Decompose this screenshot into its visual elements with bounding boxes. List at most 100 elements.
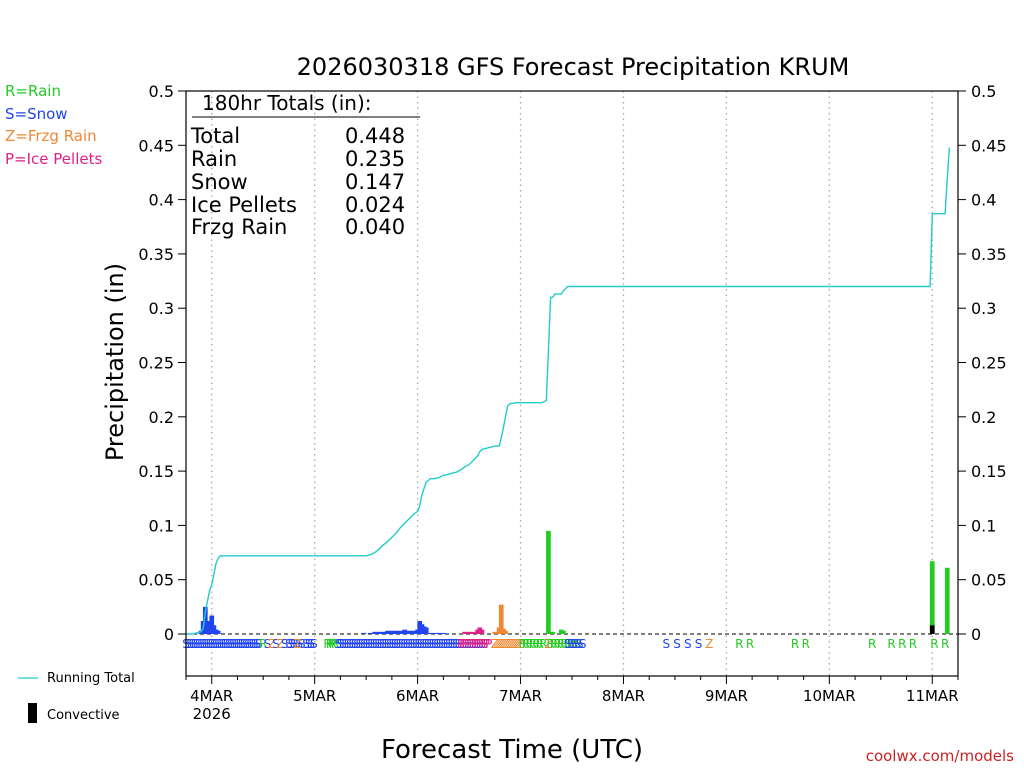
y-tick-label-right: 0.05	[971, 571, 1007, 590]
precip-bar	[462, 631, 468, 634]
precip-type-mark: S	[570, 637, 578, 651]
precip-type-mark: Z	[516, 637, 524, 651]
precip-type-mark: P	[469, 637, 476, 651]
precip-type-mark: S	[219, 637, 227, 651]
precip-bar	[428, 632, 433, 634]
precip-bar	[929, 561, 935, 634]
precip-type-mark: S	[255, 637, 263, 651]
precip-type-mark: P	[464, 637, 471, 651]
precip-type-mark: S	[221, 637, 229, 651]
precip-type-mark: S	[576, 637, 584, 651]
precip-type-mark: Z	[512, 637, 520, 651]
precip-type-mark: S	[448, 637, 456, 651]
precip-type-mark: S	[189, 637, 197, 651]
precip-type-mark: R	[326, 637, 334, 651]
precip-type-mark: R	[735, 637, 743, 651]
precip-type-mark: S	[469, 637, 477, 651]
precip-type-mark: Z	[544, 637, 552, 651]
legend-rain: R=Rain	[5, 82, 61, 100]
precip-type-mark: R	[329, 637, 337, 651]
precip-type-mark: R	[536, 637, 544, 651]
precip-bar	[423, 627, 429, 634]
precip-type-mark: S	[386, 637, 394, 651]
precip-type-mark: Z	[514, 637, 522, 651]
x-tick-sublabel: 2026	[193, 705, 231, 723]
precip-bar	[498, 604, 504, 634]
y-tick-label-left: 0.25	[138, 354, 174, 373]
precip-type-mark: S	[234, 637, 242, 651]
y-tick-label-right: 0	[971, 625, 981, 644]
precip-type-mark: P	[466, 637, 473, 651]
precip-type-mark: S	[293, 637, 301, 651]
precip-type-mark: S	[412, 637, 420, 651]
precip-type-mark: S	[238, 637, 246, 651]
y-axis-label: Precipitation (in)	[101, 263, 129, 461]
totals-label-ice-pellets: Ice Pellets	[191, 193, 297, 217]
precip-type-mark: R	[930, 637, 938, 651]
precip-bar	[368, 632, 373, 634]
convective-bar	[929, 625, 935, 634]
precip-type-mark: Z	[268, 637, 276, 651]
precip-type-mark: S	[663, 637, 671, 651]
precip-type-mark: S	[393, 637, 401, 651]
running-total-line	[186, 147, 951, 635]
precip-type-mark: S	[434, 637, 442, 651]
precip-type-mark: P	[473, 637, 480, 651]
precip-bar	[492, 631, 498, 634]
totals-label-snow: Snow	[191, 170, 248, 194]
precip-type-mark: S	[212, 637, 220, 651]
precip-type-mark: S	[225, 637, 233, 651]
precip-type-mark: S	[358, 637, 366, 651]
precip-bar	[202, 606, 208, 634]
precip-type-mark: S	[288, 637, 296, 651]
totals-value-ice-pellets: 0.024	[345, 193, 405, 217]
precip-bar	[944, 567, 950, 634]
precip-bar	[406, 630, 412, 634]
precip-type-mark: R	[550, 637, 558, 651]
precip-type-mark: S	[295, 637, 303, 651]
y-tick-label-left: 0	[164, 625, 174, 644]
precip-bar	[561, 630, 566, 634]
precip-type-mark: R	[574, 637, 582, 651]
precip-type-mark: S	[206, 637, 214, 651]
precip-type-mark: S	[476, 637, 484, 651]
precip-type-mark: Z	[506, 637, 514, 651]
precip-bar	[436, 632, 442, 634]
precip-type-mark: P	[457, 637, 464, 651]
precip-type-mark: S	[410, 637, 418, 651]
y-tick-label-left: 0.2	[149, 408, 174, 427]
precip-type-mark: S	[419, 637, 427, 651]
precip-type-mark: S	[201, 637, 209, 651]
y-tick-label-right: 0.3	[971, 299, 996, 318]
x-tick-label: 7MAR	[499, 687, 542, 705]
precip-type-mark: S	[567, 637, 575, 651]
precip-bar	[546, 530, 551, 634]
precip-bar	[376, 631, 382, 634]
precip-type-mark: R	[553, 637, 561, 651]
precip-type-mark: P	[459, 637, 466, 651]
precip-type-mark: R	[323, 637, 331, 651]
y-tick-label-left: 0.3	[149, 299, 174, 318]
precip-type-mark: S	[290, 637, 298, 651]
precip-type-mark: P	[478, 637, 485, 651]
precip-type-mark: S	[459, 637, 467, 651]
precip-type-mark: S	[285, 637, 293, 651]
x-tick-label: 11MAR	[906, 687, 959, 705]
precip-bar	[393, 630, 399, 634]
precip-type-mark: R	[522, 637, 530, 651]
precip-type-mark: S	[422, 637, 430, 651]
y-tick-label-right: 0.25	[971, 354, 1007, 373]
totals-header: 180hr Totals (in):	[202, 91, 372, 115]
y-tick-label-right: 0.2	[971, 408, 996, 427]
precip-type-mark: Z	[276, 637, 284, 651]
precip-type-mark: Z	[504, 637, 512, 651]
precip-type-mark: R	[887, 637, 895, 651]
precip-bar	[440, 632, 446, 634]
precip-type-mark: S	[377, 637, 385, 651]
precip-type-mark: R	[557, 637, 565, 651]
x-tick-label: 8MAR	[602, 687, 645, 705]
precip-type-mark: S	[452, 637, 460, 651]
y-tick-label-left: 0.45	[138, 136, 174, 155]
precip-bar	[466, 631, 472, 634]
precip-type-mark: R	[791, 637, 799, 651]
